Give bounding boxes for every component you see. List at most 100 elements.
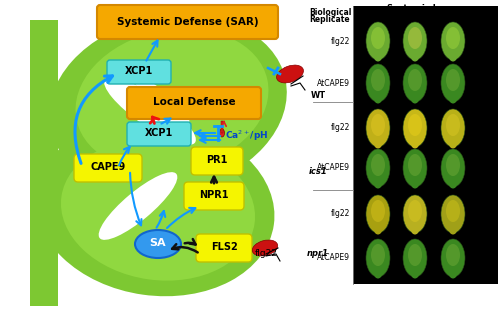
FancyBboxPatch shape xyxy=(107,60,171,84)
Ellipse shape xyxy=(366,239,390,277)
Text: Biological: Biological xyxy=(309,8,351,17)
Ellipse shape xyxy=(408,154,422,176)
Ellipse shape xyxy=(134,78,190,125)
Ellipse shape xyxy=(276,65,303,83)
FancyBboxPatch shape xyxy=(191,147,243,175)
Ellipse shape xyxy=(450,182,456,188)
Text: CAPE9: CAPE9 xyxy=(90,162,126,172)
Bar xyxy=(30,20,58,306)
Ellipse shape xyxy=(76,29,268,171)
Ellipse shape xyxy=(450,96,456,103)
FancyBboxPatch shape xyxy=(127,122,191,146)
Ellipse shape xyxy=(366,195,390,233)
Text: Systemic Leaves: Systemic Leaves xyxy=(387,4,465,13)
Ellipse shape xyxy=(403,195,427,233)
Ellipse shape xyxy=(371,69,385,91)
Ellipse shape xyxy=(403,149,427,187)
Bar xyxy=(353,6,498,284)
Text: flg22: flg22 xyxy=(330,124,350,132)
Text: ics1: ics1 xyxy=(308,167,328,175)
Ellipse shape xyxy=(374,272,382,278)
Text: flg22: flg22 xyxy=(330,37,350,46)
Ellipse shape xyxy=(412,182,418,188)
Ellipse shape xyxy=(408,114,422,136)
Ellipse shape xyxy=(371,114,385,136)
Text: Local Defense: Local Defense xyxy=(152,97,236,107)
Ellipse shape xyxy=(104,77,196,145)
Ellipse shape xyxy=(374,54,382,62)
Ellipse shape xyxy=(371,244,385,266)
Text: XCP1: XCP1 xyxy=(125,66,153,76)
Ellipse shape xyxy=(408,244,422,266)
Ellipse shape xyxy=(441,149,465,187)
Ellipse shape xyxy=(366,64,390,102)
Text: flg22: flg22 xyxy=(330,210,350,218)
Ellipse shape xyxy=(135,230,181,258)
Text: Replicate: Replicate xyxy=(310,15,350,24)
Ellipse shape xyxy=(220,129,224,137)
FancyBboxPatch shape xyxy=(97,5,278,39)
Ellipse shape xyxy=(446,154,460,176)
Ellipse shape xyxy=(441,22,465,60)
Ellipse shape xyxy=(374,228,382,234)
Ellipse shape xyxy=(441,64,465,102)
FancyBboxPatch shape xyxy=(74,154,142,182)
Ellipse shape xyxy=(366,109,390,147)
Ellipse shape xyxy=(408,69,422,91)
FancyBboxPatch shape xyxy=(184,182,244,210)
Ellipse shape xyxy=(446,27,460,49)
Ellipse shape xyxy=(374,182,382,188)
Ellipse shape xyxy=(450,54,456,62)
Ellipse shape xyxy=(446,114,460,136)
Ellipse shape xyxy=(446,69,460,91)
Ellipse shape xyxy=(403,239,427,277)
Ellipse shape xyxy=(49,15,287,193)
Text: Ca$^{2+}$/pH: Ca$^{2+}$/pH xyxy=(225,129,268,143)
FancyBboxPatch shape xyxy=(127,87,261,119)
Text: AtCAPE9: AtCAPE9 xyxy=(317,79,350,87)
Bar xyxy=(220,121,222,133)
Ellipse shape xyxy=(408,27,422,49)
Ellipse shape xyxy=(371,27,385,49)
Ellipse shape xyxy=(374,96,382,103)
Ellipse shape xyxy=(366,149,390,187)
Ellipse shape xyxy=(98,172,178,240)
Text: 1: 1 xyxy=(375,14,381,23)
Text: PR1: PR1 xyxy=(206,155,228,165)
Ellipse shape xyxy=(403,64,427,102)
Ellipse shape xyxy=(374,141,382,149)
Ellipse shape xyxy=(61,140,255,281)
Ellipse shape xyxy=(412,141,418,149)
FancyBboxPatch shape xyxy=(196,234,252,262)
Ellipse shape xyxy=(450,141,456,149)
Text: 3: 3 xyxy=(450,14,456,23)
Ellipse shape xyxy=(252,240,278,256)
Ellipse shape xyxy=(371,154,385,176)
Text: 2: 2 xyxy=(412,14,418,23)
Ellipse shape xyxy=(441,109,465,147)
Ellipse shape xyxy=(441,195,465,233)
Ellipse shape xyxy=(412,228,418,234)
Ellipse shape xyxy=(36,120,274,296)
Ellipse shape xyxy=(450,272,456,278)
Text: AtCAPE9: AtCAPE9 xyxy=(317,254,350,262)
Text: XCP1: XCP1 xyxy=(145,128,173,138)
Ellipse shape xyxy=(371,200,385,222)
Ellipse shape xyxy=(412,272,418,278)
Ellipse shape xyxy=(446,244,460,266)
Text: WT: WT xyxy=(310,92,326,100)
Ellipse shape xyxy=(446,200,460,222)
Text: (Leaf # 13): (Leaf # 13) xyxy=(402,11,450,20)
Ellipse shape xyxy=(441,239,465,277)
Text: NPR1: NPR1 xyxy=(199,190,229,200)
Ellipse shape xyxy=(412,54,418,62)
Text: FLS2: FLS2 xyxy=(210,242,238,252)
Text: npr1: npr1 xyxy=(307,249,329,259)
Text: SA: SA xyxy=(150,238,166,248)
Text: AtCAPE9: AtCAPE9 xyxy=(317,164,350,172)
Ellipse shape xyxy=(104,190,152,238)
Ellipse shape xyxy=(366,22,390,60)
Text: Systemic Defense (SAR): Systemic Defense (SAR) xyxy=(116,17,258,27)
Text: flg22: flg22 xyxy=(255,248,278,258)
Ellipse shape xyxy=(450,228,456,234)
